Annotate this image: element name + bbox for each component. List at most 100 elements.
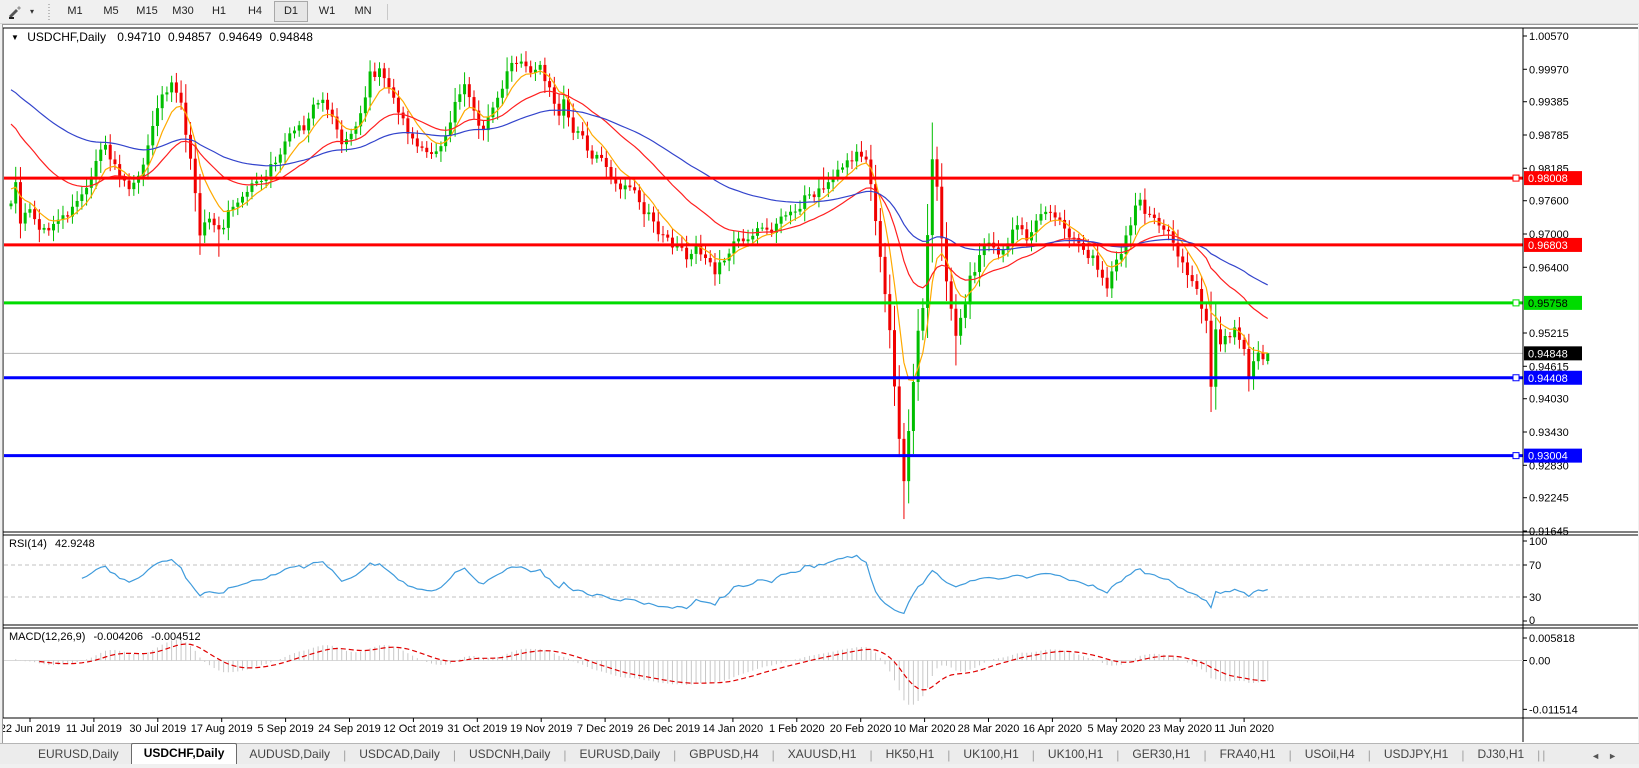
tab-separator: | xyxy=(1288,748,1292,762)
price-axis-tick: 0.92830 xyxy=(1529,460,1569,472)
date-axis-label: 30 Jul 2019 xyxy=(129,723,186,735)
collapse-arrow-icon[interactable]: ▼ xyxy=(11,33,19,42)
date-axis-label: 24 Sep 2019 xyxy=(318,723,380,735)
date-axis-label: 28 Mar 2020 xyxy=(958,723,1020,735)
tab-separator: | xyxy=(1203,748,1207,762)
chart-window[interactable]: 1.00570 0.99970 0.99385 0.98785 0.98185 0.976… xyxy=(2,24,1638,743)
timeframe-button-m5[interactable]: M5 xyxy=(103,5,119,17)
tab-separator: | xyxy=(1367,748,1371,762)
timeframe-button-m30[interactable]: M30 xyxy=(172,5,194,17)
timeframe-button-h1[interactable]: H1 xyxy=(211,5,227,17)
tool-dropdown-arrow-icon[interactable]: ▾ xyxy=(29,7,34,16)
ohlc-low: 0.94649 xyxy=(218,30,263,44)
svg-text:0.96803: 0.96803 xyxy=(1528,240,1568,252)
tab-separator: | xyxy=(452,748,456,762)
date-axis-label: 26 Dec 2019 xyxy=(638,723,700,735)
rsi-line xyxy=(81,554,1268,615)
date-axis-label: 22 Jun 2019 xyxy=(3,723,60,735)
tab-scroll-arrows: ◄► xyxy=(1591,751,1625,765)
chart-tab-uk100-h1[interactable]: UK100,H1 xyxy=(963,747,1019,761)
date-axis-label: 14 Jan 2020 xyxy=(703,723,764,735)
ohlc-high: 0.94857 xyxy=(168,30,212,44)
price-axis-tick: 0.97600 xyxy=(1529,196,1569,208)
date-axis-label: 5 Sep 2019 xyxy=(257,723,313,735)
chart-tab-audusd-daily[interactable]: AUDUSD,Daily xyxy=(249,747,331,761)
tab-separator: | xyxy=(343,748,347,762)
price-axis-tick: 0.96400 xyxy=(1529,262,1569,274)
chart-tab-hk50-h1[interactable]: HK50,H1 xyxy=(885,747,935,761)
chart-tab-eurusd-daily[interactable]: EURUSD,Daily xyxy=(579,747,661,761)
tab-separator: | xyxy=(1537,748,1541,762)
current-price-badge xyxy=(1524,346,1582,361)
svg-text:0.93004: 0.93004 xyxy=(1528,451,1568,463)
hline-price-badge xyxy=(1524,448,1582,463)
date-axis-label: 10 Mar 2020 xyxy=(894,723,956,735)
toolbar-separator xyxy=(387,3,388,20)
macd-value: -0.004206 xyxy=(93,631,144,643)
ohlc-close: 0.94848 xyxy=(269,30,313,44)
hline-price-badge xyxy=(1524,171,1582,186)
price-chart-canvas[interactable]: 1.005700.999700.993850.987850.981850.976… xyxy=(3,25,1638,743)
crosshair-cursor-icon[interactable] xyxy=(4,3,26,21)
chart-tab-usdjpy-h1[interactable]: USDJPY,H1 xyxy=(1383,747,1449,761)
price-axis-tick: 0.93430 xyxy=(1529,427,1569,439)
svg-text:0.94848: 0.94848 xyxy=(1528,348,1568,360)
chart-tab-usoil-h4[interactable]: USOil,H4 xyxy=(1304,747,1355,761)
timeframe-button-m15[interactable]: M15 xyxy=(136,5,158,17)
date-axis-label: 16 Apr 2020 xyxy=(1023,723,1082,735)
chart-tab-usdcad-daily[interactable]: USDCAD,Daily xyxy=(359,747,440,761)
date-axis-label: 31 Oct 2019 xyxy=(447,723,507,735)
price-axis-tick: 0.99970 xyxy=(1529,64,1569,76)
tab-separator: | xyxy=(563,748,567,762)
chart-symbol: USDCHF,Daily xyxy=(27,30,106,44)
chart-tab-usdchf-daily[interactable]: USDCHF,Daily xyxy=(130,743,238,765)
hline-price-badge xyxy=(1524,295,1582,310)
tab-separator: | xyxy=(1461,748,1465,762)
chart-tab-gbpusd-h4[interactable]: GBPUSD,H4 xyxy=(689,747,759,761)
date-axis-label: 20 Feb 2020 xyxy=(830,723,892,735)
date-axis-label: 1 Feb 2020 xyxy=(769,723,825,735)
chart-tab-fra40-h1[interactable]: FRA40,H1 xyxy=(1219,747,1276,761)
date-axis-label: 23 May 2020 xyxy=(1148,723,1212,735)
tab-separator: | xyxy=(947,748,951,762)
rsi-axis-tick: 0 xyxy=(1529,615,1535,627)
price-axis-tick: 0.91645 xyxy=(1529,526,1569,538)
price-axis-tick: 0.94615 xyxy=(1529,361,1569,373)
date-axis-label: 11 Jul 2019 xyxy=(66,723,122,735)
tab-separator: | xyxy=(771,748,775,762)
chart-tab-ger30-h1[interactable]: GER30,H1 xyxy=(1132,747,1191,761)
price-axis-tick: 0.94030 xyxy=(1529,394,1569,406)
date-axis-label: 12 Oct 2019 xyxy=(383,723,443,735)
rsi-name: RSI(14) xyxy=(9,538,47,550)
price-axis-tick: 0.99385 xyxy=(1529,97,1569,109)
timeframe-button-d1[interactable]: D1 xyxy=(274,1,308,22)
rsi-value: 42.9248 xyxy=(54,538,95,550)
tab-separator: | xyxy=(673,748,677,762)
status-band xyxy=(0,764,1639,768)
chart-tab-bar: EURUSD,Daily USDCHF,Daily AUDUSD,Daily | USD… xyxy=(0,743,1639,765)
hline-price-badge xyxy=(1524,370,1582,385)
timeframe-button-w1[interactable]: W1 xyxy=(318,5,336,17)
chart-tab-eurusd-daily[interactable]: EURUSD,Daily xyxy=(38,747,119,761)
tab-separator: | xyxy=(869,748,873,762)
date-axis-label: 19 Nov 2019 xyxy=(510,723,572,735)
price-axis-tick: 0.92245 xyxy=(1529,493,1569,505)
timeframe-button-h4[interactable]: H4 xyxy=(247,5,263,17)
chart-tab-dj30-h1[interactable]: DJ30,H1 xyxy=(1477,747,1525,761)
ma-medium-line xyxy=(10,90,1269,320)
tab-scroll-left-icon[interactable]: ◄ xyxy=(1591,751,1609,761)
ma-fast-line xyxy=(10,70,1268,381)
rsi-axis-tick: 30 xyxy=(1529,592,1541,604)
tab-scroll-right-icon[interactable]: ► xyxy=(1608,751,1625,761)
tab-separator: | xyxy=(1116,748,1120,762)
timeframe-button-mn[interactable]: MN xyxy=(354,5,372,17)
rsi-axis-tick: 70 xyxy=(1529,560,1541,572)
chart-tab-uk100-h1[interactable]: UK100,H1 xyxy=(1047,747,1104,761)
price-axis-tick: 1.00570 xyxy=(1529,31,1569,43)
hline-price-badge xyxy=(1524,237,1582,252)
macd-signal-line xyxy=(39,643,1268,691)
date-axis-label: 11 Jun 2020 xyxy=(1214,723,1274,735)
chart-tab-xauusd-h1[interactable]: XAUUSD,H1 xyxy=(787,747,857,761)
timeframe-button-m1[interactable]: M1 xyxy=(67,5,83,17)
chart-tab-usdcnh-daily[interactable]: USDCNH,Daily xyxy=(469,747,551,761)
